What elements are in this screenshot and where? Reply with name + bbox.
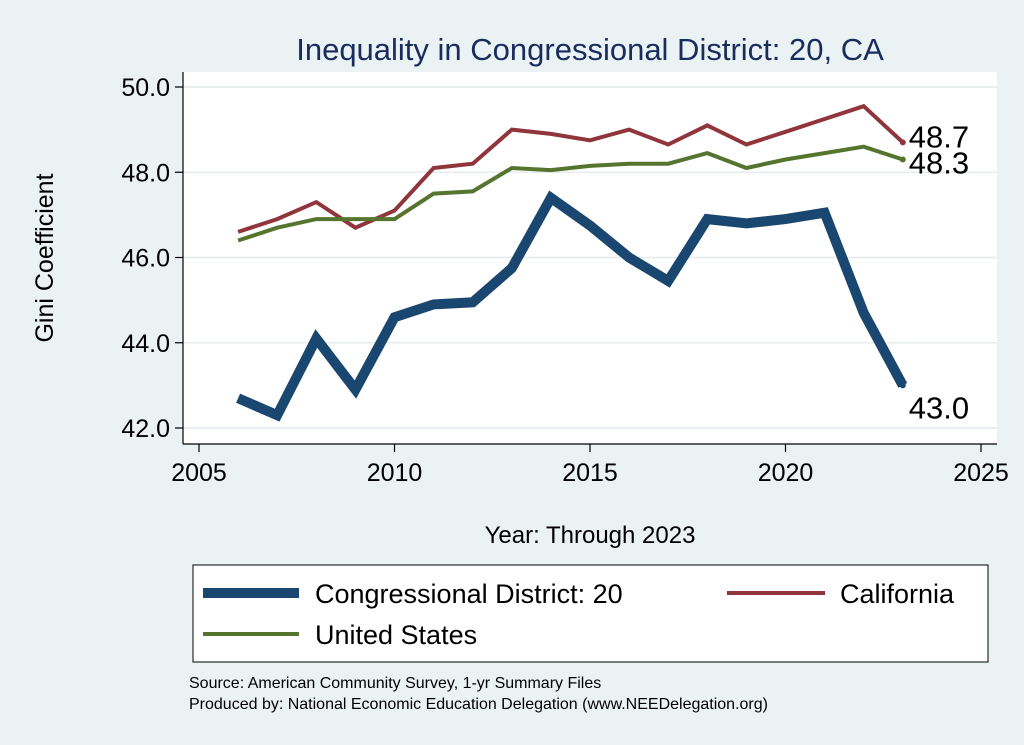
y-tick-label: 46.0 xyxy=(121,245,170,273)
series-line xyxy=(236,190,908,422)
source-note: Source: American Community Survey, 1-yr … xyxy=(189,675,601,692)
end-labels: 43.0 48.748.3 xyxy=(899,119,969,425)
y-ticks: 42.0 44.0 46.0 48.0 50.0 xyxy=(121,74,183,443)
x-axis-label: Year: Through 2023 xyxy=(485,522,696,549)
y-tick-label: 42.0 xyxy=(121,415,170,443)
legend-items: Congressional District: 20 California Unit… xyxy=(203,579,955,650)
y-axis-label: Gini Coefficient xyxy=(31,173,59,342)
produced-by-note: Produced by: National Economic Education… xyxy=(189,696,768,713)
series-lines xyxy=(236,103,908,422)
legend-label: Congressional District: 20 xyxy=(315,579,623,609)
x-tick-label: 2010 xyxy=(367,459,423,487)
chart-title: Inequality in Congressional District: 20… xyxy=(296,32,884,67)
end-value-label: 48.3 xyxy=(909,145,969,180)
y-tick-label: 50.0 xyxy=(121,74,170,102)
series-line xyxy=(237,144,904,243)
x-tick-label: 2005 xyxy=(171,459,227,487)
x-tick-label: 2025 xyxy=(953,459,1009,487)
legend-box xyxy=(192,564,989,663)
x-tick-label: 2020 xyxy=(758,459,814,487)
end-point-marker xyxy=(899,382,906,389)
legend-label: United States xyxy=(315,620,477,650)
legend: Congressional District: 20 California Unit… xyxy=(192,564,989,663)
y-tick-label: 44.0 xyxy=(121,330,170,358)
x-tick-label: 2015 xyxy=(562,459,618,487)
legend-label: California xyxy=(840,579,955,609)
end-point-marker xyxy=(899,139,906,146)
y-tick-label: 48.0 xyxy=(121,159,170,187)
end-point-marker xyxy=(899,156,906,163)
x-ticks: 2005 2010 2015 2020 2025 xyxy=(171,444,1009,487)
end-value-label: 43.0 xyxy=(909,390,969,425)
series-line xyxy=(237,103,905,234)
end-value-label: 48.7 xyxy=(909,119,969,154)
